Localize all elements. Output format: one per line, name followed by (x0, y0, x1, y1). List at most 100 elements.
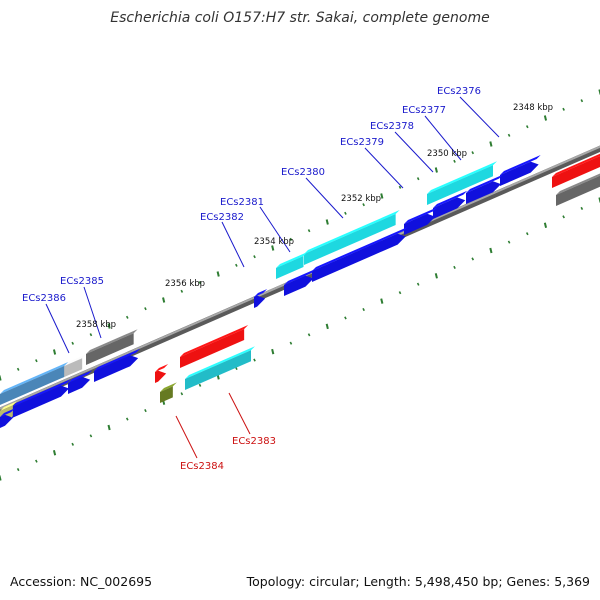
cds-ecs2377-face (466, 181, 501, 204)
callout-line (394, 131, 434, 173)
cds-ecs2379 (427, 161, 497, 205)
cds-left-blue-face (12, 385, 69, 418)
tick-mark (16, 468, 20, 472)
gene-label: ECs2379 (340, 137, 384, 148)
cds-ecs2380-cyan-face (304, 213, 396, 265)
tick-mark (525, 125, 529, 129)
tick-mark (125, 417, 129, 421)
cds-ecs2379-face (427, 165, 493, 205)
tick-mark (489, 247, 493, 254)
cds-ecs2377-top (466, 174, 503, 193)
tick-mark (416, 282, 420, 286)
tick-mark (507, 133, 511, 137)
tick-mark (198, 383, 202, 387)
tick-mark (198, 281, 202, 285)
tick-mark (307, 333, 311, 337)
callout-line (228, 392, 251, 435)
tick-mark (525, 232, 529, 236)
tick-mark (380, 298, 384, 304)
tick-mark (398, 291, 402, 295)
tick-mark (307, 229, 311, 233)
tick-mark (453, 159, 456, 163)
cds-ecs2385-top (94, 348, 141, 371)
tick-mark (107, 424, 111, 431)
cds-ecs2384-red-face (155, 370, 167, 383)
cds-ecs2385-face (94, 355, 139, 382)
cds-small-forward-face (254, 295, 266, 308)
feature-blocks (0, 153, 600, 428)
tick-mark (0, 475, 2, 481)
map-title: Escherichia coli O157:H7 str. Sakai, com… (110, 10, 489, 26)
tick-mark (253, 255, 256, 259)
tick-mark (71, 442, 75, 446)
cds-ecs2383-red (180, 324, 249, 368)
kbp-label: 2352 kbp (341, 194, 381, 204)
tick-mark (0, 375, 2, 381)
kbp-label: 2354 kbp (254, 237, 294, 247)
tick-mark (580, 99, 584, 103)
gene-labels: ECs2376 ECs2377 ECs2378 ECs2379 ECs2380 … (22, 86, 481, 472)
callout-lines (45, 96, 500, 459)
cds-ecs2386 (68, 370, 93, 394)
tick-mark (344, 316, 347, 320)
cds-ecs2379-top (427, 161, 497, 194)
cds-ecs2384-top (160, 382, 177, 392)
cds-small-forward (254, 288, 268, 308)
cds-ecs2383-red-face (180, 328, 245, 368)
gene-label: ECs2382 (200, 212, 244, 223)
tick-mark (271, 348, 275, 355)
cds-ecs2380-a (404, 207, 438, 235)
cds-ecs2380-cyan-top (304, 209, 400, 254)
cds-ecs2376-top (500, 154, 541, 175)
tick-mark (398, 185, 402, 189)
tick-mark (507, 240, 511, 244)
kbp-label: 2350 kbp (427, 149, 467, 159)
cds-ecs2380-cyan (304, 209, 400, 265)
cds-ecs2384-face (160, 386, 173, 403)
cds-ecs2383-red-top (180, 324, 249, 357)
cds-ecs2381-top (284, 268, 316, 285)
cds-steel (0, 361, 69, 405)
tick-mark (362, 203, 365, 207)
tick-mark (16, 367, 20, 371)
gene-label: ECs2378 (370, 121, 414, 132)
cds-ecs2384 (160, 382, 177, 403)
accession-text: Accession: NC_002695 (10, 574, 152, 589)
cds-lightgray-face (62, 358, 83, 378)
callout-line (424, 115, 462, 161)
tick-mark (144, 307, 147, 311)
cds-right-gray-face (556, 175, 600, 206)
cds-olive-top (0, 401, 17, 411)
callout-line (364, 147, 404, 189)
cds-ecs2385-gray-face (86, 333, 134, 365)
tick-mark (562, 215, 565, 219)
callout-line (259, 206, 291, 253)
cds-right-red-face (552, 156, 600, 188)
tick-mark (35, 459, 38, 463)
tick-mark (162, 297, 166, 303)
cds-ecs2380-top (312, 226, 408, 271)
callout-line (459, 96, 500, 138)
tick-mark (125, 315, 129, 319)
cds-ecs2378-face (433, 197, 466, 219)
tick-mark (235, 263, 238, 267)
tick-mark (35, 359, 38, 363)
tick-mark (543, 222, 548, 229)
tick-mark (89, 434, 93, 438)
cds-ecs2382-face (276, 255, 304, 279)
cds-ecs2376-face (500, 161, 539, 186)
tick-mark (216, 271, 220, 277)
tick-mark (416, 177, 420, 181)
tick-mark (434, 167, 438, 173)
callout-line (45, 303, 70, 354)
cds-ecs2378-top (433, 190, 468, 208)
cds-ecs2378 (433, 190, 468, 219)
cds-ecs2384-red (155, 363, 169, 383)
tick-mark (144, 409, 147, 413)
tick-mark (180, 289, 184, 293)
tick-mark (107, 323, 111, 329)
cds-ecs2380-face (312, 233, 406, 282)
tick-mark (543, 115, 548, 121)
cds-ecs2382-top (276, 251, 308, 268)
